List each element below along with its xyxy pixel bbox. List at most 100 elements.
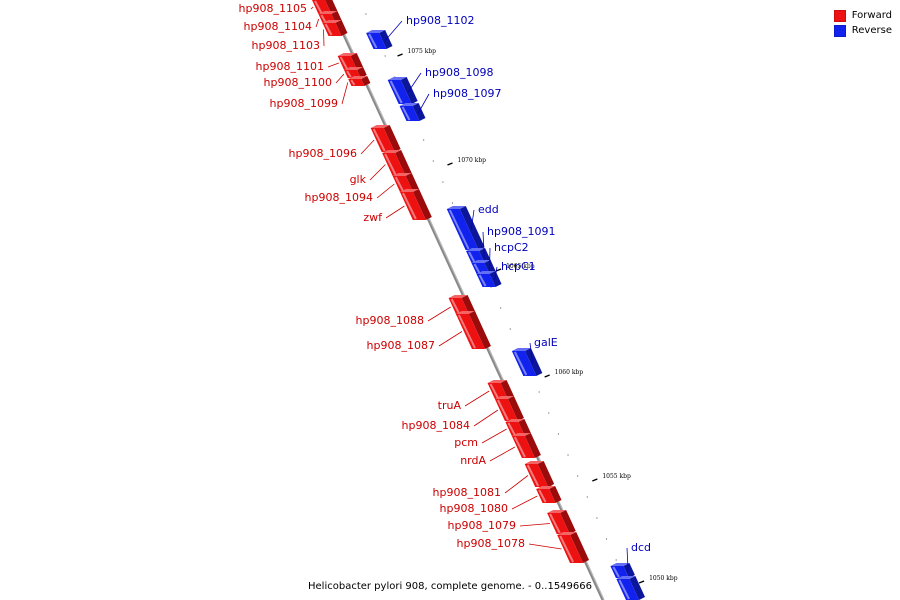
gene-label[interactable]: hp908_1088 — [356, 314, 424, 327]
gene-side-face — [560, 510, 576, 534]
gene-label[interactable]: nrdA — [460, 454, 486, 467]
gene-label[interactable]: galE — [534, 336, 558, 349]
gene-hp908_1105[interactable] — [312, 0, 338, 14]
gene-top-face — [476, 271, 496, 274]
label-leader-line — [511, 495, 538, 510]
gene-label[interactable]: hp908_1100 — [264, 76, 332, 89]
gene-label[interactable]: hp908_1105 — [239, 2, 307, 15]
gene-top-face — [536, 486, 556, 489]
gene-hp908_1099[interactable] — [348, 76, 371, 86]
label-leader-line — [360, 139, 375, 155]
gene-top-face — [471, 260, 491, 263]
gene-hp908_1101[interactable] — [337, 53, 364, 70]
gene-highlight — [401, 106, 411, 121]
gene-side-face — [489, 271, 502, 287]
gene-top-face — [547, 510, 567, 513]
gene-edd[interactable] — [446, 206, 485, 250]
gene-glk[interactable] — [382, 150, 412, 176]
gene-label[interactable]: hp908_1104 — [244, 20, 312, 33]
label-leader-line — [464, 390, 490, 407]
gene-label[interactable]: glk — [350, 173, 367, 186]
gene-hp908_1084[interactable] — [494, 396, 524, 421]
gene-label[interactable]: hp908_1096 — [289, 147, 357, 160]
gene-highlight — [372, 128, 386, 152]
gene-label[interactable]: hp908_1087 — [367, 339, 435, 352]
gene-label[interactable]: zwf — [363, 211, 383, 224]
gene-label[interactable]: edd — [478, 203, 499, 216]
gene-label[interactable]: hp908_1097 — [433, 87, 501, 100]
gene-truA[interactable] — [487, 380, 514, 399]
label-leader-line — [376, 183, 395, 199]
gene-side-face — [537, 461, 555, 487]
gene-highlight — [350, 79, 356, 86]
gene-label[interactable]: hp908_1101 — [256, 60, 324, 73]
gene-top-face — [399, 103, 419, 106]
gene-label[interactable]: pcm — [454, 436, 478, 449]
gene-top-face — [366, 30, 386, 33]
gene-side-face — [405, 173, 419, 192]
gene-zwf[interactable] — [400, 189, 432, 220]
gene-side-face — [335, 20, 348, 36]
gene-partial[interactable] — [616, 576, 645, 600]
gene-top-face — [348, 76, 368, 79]
label-leader-line — [504, 475, 529, 494]
gene-hp908_1081[interactable] — [524, 461, 555, 487]
gene-label[interactable]: hp908_1098 — [425, 66, 493, 79]
gene-label[interactable]: hp908_1081 — [433, 486, 501, 499]
label-leader-line — [335, 73, 345, 84]
gene-label[interactable]: hp908_1079 — [448, 519, 516, 532]
gene-label[interactable]: hp908_1078 — [457, 537, 525, 550]
gene-label[interactable]: hcpC2 — [494, 241, 529, 254]
gene-hp908_1100[interactable] — [344, 67, 367, 78]
gene-label[interactable]: hp908_1099 — [270, 97, 338, 110]
gene-galE[interactable] — [511, 348, 543, 376]
major-tick — [638, 580, 645, 584]
gene-label[interactable]: truA — [438, 399, 462, 412]
tick-label: 1075 kbp — [408, 48, 437, 55]
gene-pcm[interactable] — [505, 419, 531, 436]
gene-hp908_1102[interactable] — [366, 30, 393, 49]
gene-nrdA[interactable] — [511, 433, 541, 458]
gene-highlight — [478, 274, 487, 287]
gene-label[interactable]: hp908_1102 — [406, 14, 474, 27]
gene-hp908_1078[interactable] — [557, 532, 590, 563]
gene-side-face — [395, 150, 412, 176]
gene-highlight — [458, 314, 476, 349]
legend-item-reverse: Reverse — [833, 23, 892, 38]
gene-hp908_1079[interactable] — [547, 510, 576, 534]
gene-hp908_1103[interactable] — [322, 20, 348, 36]
gene-label[interactable]: hp908_1091 — [487, 225, 555, 238]
gene-hcpC1[interactable] — [476, 271, 502, 287]
gene-hp908_1098[interactable] — [387, 77, 418, 104]
gene-side-face — [524, 348, 543, 376]
label-leader-line — [327, 62, 340, 68]
label-leader-line — [473, 409, 499, 427]
major-tick — [544, 374, 550, 378]
gene-hp908_1097[interactable] — [399, 103, 426, 121]
gene-hp908_1087[interactable] — [455, 311, 491, 349]
gene-top-face — [387, 77, 407, 80]
gene-label[interactable]: dcd — [631, 541, 651, 554]
genome-caption: Helicobacter pylori 908, complete genome… — [308, 581, 592, 592]
gene-top-face — [524, 461, 544, 464]
major-tick — [447, 162, 453, 166]
gene-highlight — [526, 464, 540, 487]
gene-side-face — [350, 53, 364, 70]
label-leader-line — [369, 164, 386, 181]
gene-highlight — [559, 535, 574, 563]
gene-label[interactable]: hcpC1 — [501, 260, 536, 273]
label-leader-line — [341, 82, 349, 105]
gene-hp908_1094[interactable] — [392, 173, 419, 192]
gene-label[interactable]: hp908_1084 — [402, 419, 470, 432]
gene-label[interactable]: hp908_1103 — [252, 39, 320, 52]
gene-hp908_1096[interactable] — [370, 125, 401, 152]
gene-hp908_1080[interactable] — [536, 486, 562, 503]
gene-highlight — [346, 70, 352, 78]
gene-top-face — [557, 532, 577, 535]
label-leader-line — [438, 331, 463, 347]
gene-label[interactable]: hp908_1080 — [440, 502, 508, 515]
gene-top-face — [511, 433, 531, 436]
gene-label[interactable]: hp908_1094 — [305, 191, 373, 204]
gene-highlight — [489, 383, 499, 399]
gene-dcd[interactable] — [610, 563, 635, 578]
